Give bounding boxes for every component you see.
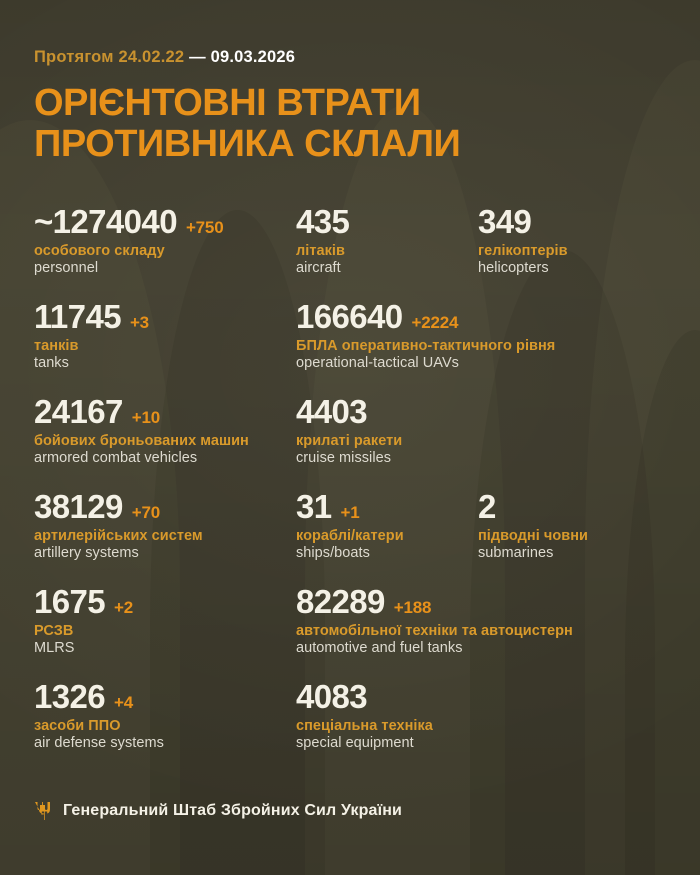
stat-item-special-equipment: 4083 спеціальна техніка special equipmen… bbox=[296, 678, 666, 751]
stat-value: 11745 bbox=[34, 298, 122, 336]
stats-row: ~1274040 +750 особового складу personnel… bbox=[34, 203, 666, 300]
stat-value-row: 1675 +2 bbox=[34, 583, 288, 621]
page-title-line-1: ОРІЄНТОВНІ ВТРАТИ bbox=[34, 82, 421, 124]
stat-item-submarines: 2 підводні човни submarines bbox=[478, 488, 666, 561]
stat-label-ua: особового складу bbox=[34, 242, 165, 259]
stat-item-tanks: 11745 +3 танків tanks bbox=[34, 298, 296, 371]
stat-label-ua: танків bbox=[34, 337, 79, 354]
stat-label-ua: засоби ППО bbox=[34, 717, 121, 734]
stat-label-ua: підводні човни bbox=[478, 527, 588, 544]
stat-label-en: armored combat vehicles bbox=[34, 449, 198, 466]
stat-value: 1326 bbox=[34, 678, 106, 716]
period-date-to: 09.03.2026 bbox=[210, 48, 296, 66]
stat-value: 2 bbox=[478, 488, 496, 526]
stats-row: 11745 +3 танків tanks 166640 +2224 БПЛА … bbox=[34, 298, 666, 395]
stats-row: 38129 +70 артилерійських систем artiller… bbox=[34, 488, 666, 585]
stat-item-armored-combat-vehicles: 24167 +10 бойових броньованих машин armo… bbox=[34, 393, 296, 466]
stat-label-ua: РСЗВ bbox=[34, 622, 74, 639]
stat-item-automotive-fuel-tanks: 82289 +188 автомобільної техніки та авто… bbox=[296, 583, 666, 656]
stats-row: 1326 +4 засоби ППО air defense systems 4… bbox=[34, 678, 666, 775]
stat-label-en: ships/boats bbox=[296, 544, 370, 561]
stat-label-ua: автомобільної техніки та автоцистерн bbox=[296, 622, 573, 639]
stat-value-row: 435 bbox=[296, 203, 470, 241]
stat-delta: +2224 bbox=[411, 313, 459, 333]
stat-delta: +4 bbox=[114, 693, 133, 713]
reporting-period: Протягом 24.02.22 — 09.03.2026 bbox=[34, 48, 666, 67]
footer-text: Генеральний Штаб Збройних Сил України bbox=[63, 802, 403, 820]
stat-item-air-defense-systems: 1326 +4 засоби ППО air defense systems bbox=[34, 678, 296, 751]
stat-value-row: 31 +1 bbox=[296, 488, 470, 526]
page-title: ОРІЄНТОВНІ ВТРАТИ ПРОТИВНИКА СКЛАЛИ bbox=[34, 82, 666, 166]
stat-label-en: MLRS bbox=[34, 639, 75, 656]
stat-value-row: 82289 +188 bbox=[296, 583, 658, 621]
stat-label-en: personnel bbox=[34, 259, 99, 276]
stat-label-ua: спеціальна техніка bbox=[296, 717, 433, 734]
poster-content: Протягом 24.02.22 — 09.03.2026 ОРІЄНТОВН… bbox=[0, 48, 700, 861]
stats-row: 1675 +2 РСЗВ MLRS 82289 +188 автомобільн… bbox=[34, 583, 666, 680]
stat-item-ships-boats: 31 +1 кораблі/катери ships/boats bbox=[296, 488, 478, 561]
stat-item-personnel: ~1274040 +750 особового складу personnel bbox=[34, 203, 296, 276]
stat-delta: +750 bbox=[185, 218, 224, 238]
stat-value: 24167 bbox=[34, 393, 123, 431]
stat-value: 435 bbox=[296, 203, 350, 241]
stat-item-aircraft: 435 літаків aircraft bbox=[296, 203, 478, 276]
stat-label-en: submarines bbox=[478, 544, 554, 561]
stat-value-row: 4403 bbox=[296, 393, 658, 431]
stat-item-uavs: 166640 +2224 БПЛА оперативно-тактичного … bbox=[296, 298, 666, 371]
stat-item-artillery-systems: 38129 +70 артилерійських систем artiller… bbox=[34, 488, 296, 561]
stat-delta: +70 bbox=[131, 503, 161, 523]
stat-value-row: 11745 +3 bbox=[34, 298, 288, 336]
stat-label-en: operational-tactical UAVs bbox=[296, 354, 459, 371]
stat-value-row: 38129 +70 bbox=[34, 488, 288, 526]
stat-label-en: special equipment bbox=[296, 734, 414, 751]
stat-value-row: 24167 +10 bbox=[34, 393, 288, 431]
stat-value: 82289 bbox=[296, 583, 385, 621]
stat-label-en: artillery systems bbox=[34, 544, 139, 561]
stat-label-ua: кораблі/катери bbox=[296, 527, 404, 544]
stat-label-ua: літаків bbox=[296, 242, 345, 259]
stat-value: 349 bbox=[478, 203, 532, 241]
stat-delta: +10 bbox=[131, 408, 161, 428]
stat-label-ua: гелікоптерів bbox=[478, 242, 568, 259]
stat-label-ua: крилаті ракети bbox=[296, 432, 403, 449]
period-date-from: 24.02.22 bbox=[118, 48, 185, 66]
trident-icon bbox=[35, 802, 50, 821]
stat-label-en: tanks bbox=[34, 354, 69, 371]
stat-value-row: 349 bbox=[478, 203, 658, 241]
stat-value: 38129 bbox=[34, 488, 123, 526]
stat-value-row: 1326 +4 bbox=[34, 678, 288, 716]
stat-item-helicopters: 349 гелікоптерів helicopters bbox=[478, 203, 666, 276]
stats-grid: ~1274040 +750 особового складу personnel… bbox=[34, 203, 666, 775]
period-dash: — bbox=[189, 48, 206, 66]
stat-item-cruise-missiles: 4403 крилаті ракети cruise missiles bbox=[296, 393, 666, 466]
stat-value: 166640 bbox=[296, 298, 403, 336]
stat-value: 31 bbox=[296, 488, 332, 526]
stat-label-en: aircraft bbox=[296, 259, 341, 276]
stat-label-en: cruise missiles bbox=[296, 449, 392, 466]
footer-attribution: Генеральний Штаб Збройних Сил України bbox=[34, 801, 666, 861]
stat-value-row: 166640 +2224 bbox=[296, 298, 658, 336]
period-prefix: Протягом bbox=[34, 48, 114, 66]
stat-value: ~1274040 bbox=[34, 203, 178, 241]
stat-delta: +2 bbox=[114, 598, 133, 618]
stat-delta: +3 bbox=[129, 313, 149, 333]
stat-delta: +188 bbox=[393, 598, 432, 618]
stat-value: 4083 bbox=[296, 678, 368, 716]
stat-item-mlrs: 1675 +2 РСЗВ MLRS bbox=[34, 583, 296, 656]
stat-value-row: 2 bbox=[478, 488, 658, 526]
stat-value: 4403 bbox=[296, 393, 368, 431]
stat-label-en: helicopters bbox=[478, 259, 549, 276]
stat-label-en: air defense systems bbox=[34, 734, 164, 751]
stat-value-row: 4083 bbox=[296, 678, 658, 716]
stat-label-ua: артилерійських систем bbox=[34, 527, 203, 544]
stat-value-row: ~1274040 +750 bbox=[34, 203, 288, 241]
stat-label-ua: БПЛА оперативно-тактичного рівня bbox=[296, 337, 556, 354]
stat-label-en: automotive and fuel tanks bbox=[296, 639, 463, 656]
stats-row: 24167 +10 бойових броньованих машин armo… bbox=[34, 393, 666, 490]
page-title-line-2: ПРОТИВНИКА СКЛАЛИ bbox=[34, 123, 461, 166]
stat-value: 1675 bbox=[34, 583, 106, 621]
stat-label-ua: бойових броньованих машин bbox=[34, 432, 249, 449]
stat-delta: +1 bbox=[340, 503, 360, 523]
